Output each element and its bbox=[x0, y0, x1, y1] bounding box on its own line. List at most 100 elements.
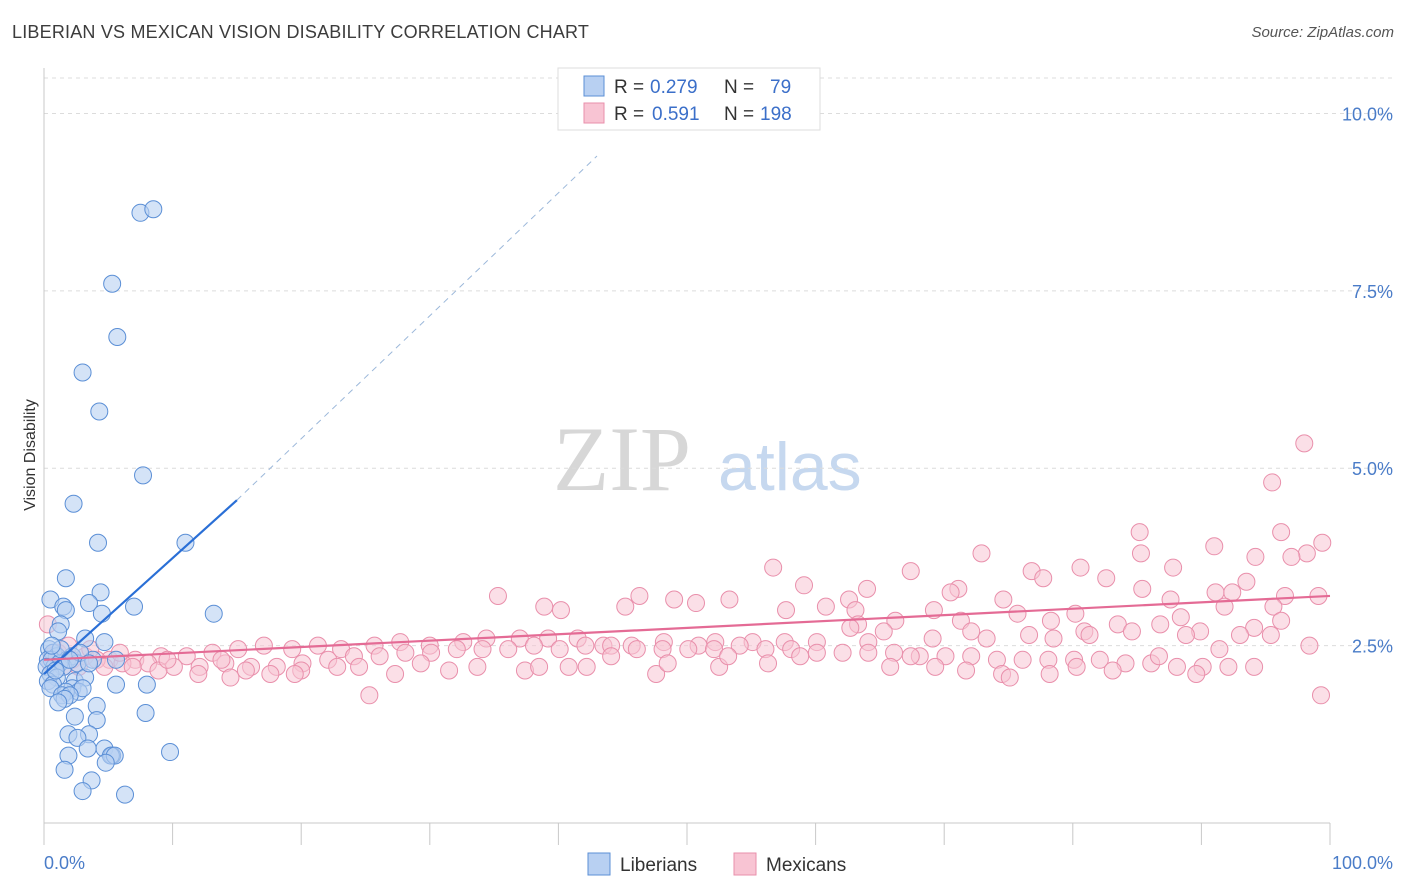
liberians-point bbox=[55, 760, 74, 779]
mexicans-point bbox=[1300, 636, 1319, 655]
mexicans-point bbox=[468, 657, 487, 676]
mexicans-point bbox=[1108, 615, 1127, 634]
bottom-legend-swatch-liberians bbox=[587, 852, 611, 876]
legend-swatch-mexicans bbox=[583, 102, 605, 124]
watermark-zip: ZIP bbox=[553, 408, 691, 510]
mexicans-point bbox=[1167, 657, 1186, 676]
mexicans-point bbox=[687, 594, 706, 613]
mexicans-point bbox=[795, 576, 814, 595]
mexicans-point bbox=[473, 640, 492, 659]
liberians-point bbox=[42, 636, 61, 655]
liberians-point bbox=[73, 363, 92, 382]
mexicans-point bbox=[858, 579, 877, 598]
mexicans-point bbox=[881, 657, 900, 676]
mexicans-point bbox=[1272, 611, 1291, 630]
liberians-point bbox=[65, 707, 84, 726]
mexicans-point bbox=[1187, 665, 1206, 683]
y-tick-label-3: 10.0% bbox=[1342, 104, 1393, 124]
mexicans-point bbox=[1282, 547, 1301, 566]
mexicans-point bbox=[1103, 661, 1122, 680]
mexicans-point bbox=[994, 590, 1013, 609]
mexicans-point bbox=[1020, 625, 1039, 644]
mexicans-point bbox=[1122, 622, 1141, 641]
liberians-point bbox=[91, 583, 110, 602]
liberians-point bbox=[78, 739, 97, 758]
bottom-legend-liberians: Liberians bbox=[620, 855, 697, 876]
mexicans-point bbox=[941, 583, 960, 602]
mexicans-point bbox=[1161, 590, 1180, 609]
liberians-point bbox=[90, 402, 109, 421]
mexicans-point bbox=[212, 650, 231, 669]
mexicans-point bbox=[705, 640, 724, 659]
mexicans-point bbox=[1295, 434, 1314, 453]
x-tick-label-0: 0.0% bbox=[44, 853, 85, 873]
mexicans-point bbox=[616, 597, 635, 616]
liberians-point bbox=[137, 675, 156, 694]
mexicans-point bbox=[962, 622, 981, 641]
liberians-point bbox=[64, 494, 83, 513]
mexicans-point bbox=[1151, 615, 1170, 634]
mexicans-point bbox=[447, 640, 466, 659]
mexicans-point bbox=[189, 665, 208, 683]
mexicans-point bbox=[874, 622, 893, 641]
mexicans-point bbox=[1272, 523, 1291, 542]
liberians-point bbox=[103, 274, 122, 293]
legend-r-value-2: 0.591 bbox=[652, 104, 700, 125]
mexicans-point bbox=[360, 686, 379, 705]
chart-source: Source: ZipAtlas.com bbox=[1251, 24, 1394, 41]
mexicans-point bbox=[1133, 579, 1152, 598]
mexicans-point bbox=[1210, 640, 1229, 659]
mexicans-point bbox=[285, 665, 304, 683]
liberians-point bbox=[125, 597, 144, 616]
mexicans-point bbox=[1176, 625, 1195, 644]
mexicans-point bbox=[957, 661, 976, 680]
mexicans-point bbox=[236, 661, 255, 680]
liberians-trend-line bbox=[43, 499, 238, 675]
mexicans-point bbox=[1171, 608, 1190, 627]
mexicans-point bbox=[719, 647, 738, 666]
mexicans-point bbox=[221, 668, 240, 687]
mexicans-point bbox=[602, 647, 621, 666]
liberians-point bbox=[49, 693, 68, 712]
mexicans-point bbox=[576, 636, 595, 655]
mexicans-point bbox=[833, 643, 852, 662]
mexicans-point bbox=[1044, 629, 1063, 648]
mexicans-point bbox=[1071, 558, 1090, 577]
mexicans-point bbox=[530, 657, 549, 676]
mexicans-point bbox=[1130, 523, 1149, 542]
mexicans-point bbox=[1097, 569, 1116, 588]
mexicans-point bbox=[807, 643, 826, 662]
mexicans-point bbox=[1205, 537, 1224, 556]
mexicans-point bbox=[901, 562, 920, 581]
mexicans-point bbox=[123, 657, 142, 676]
legend-r-label-1: R = bbox=[614, 77, 644, 98]
chart-title: LIBERIAN VS MEXICAN VISION DISABILITY CO… bbox=[12, 22, 590, 42]
watermark: ZIP atlas bbox=[553, 408, 862, 510]
legend-n-value-1: 79 bbox=[770, 77, 791, 98]
liberians-point bbox=[134, 466, 153, 485]
mexicans-point bbox=[1034, 569, 1053, 588]
liberians-point bbox=[92, 604, 111, 623]
liberians-point bbox=[56, 569, 75, 588]
liberians-point bbox=[204, 604, 223, 623]
legend-swatch-liberians bbox=[583, 75, 605, 97]
liberians-point bbox=[107, 675, 126, 694]
mexicans-point bbox=[535, 597, 554, 616]
legend: R = 0.279 N = 79 R = 0.591 N = 198 bbox=[557, 67, 821, 131]
mexicans-point bbox=[1164, 558, 1183, 577]
mexicans-point bbox=[440, 661, 459, 680]
mexicans-point bbox=[816, 597, 835, 616]
mexicans-point bbox=[1263, 473, 1282, 492]
mexicans-trend-line bbox=[43, 594, 1331, 661]
liberians-point bbox=[176, 533, 195, 552]
mexicans-point bbox=[328, 657, 347, 676]
mexicans-point bbox=[926, 657, 945, 676]
mexicans-point bbox=[550, 640, 569, 659]
mexicans-point bbox=[1311, 686, 1330, 705]
mexicans-point bbox=[1040, 665, 1059, 683]
mexicans-point bbox=[627, 640, 646, 659]
mexicans-point bbox=[261, 665, 280, 683]
x-tick-labels: 0.0% 100.0% bbox=[44, 853, 1393, 873]
mexicans-point bbox=[759, 654, 778, 673]
